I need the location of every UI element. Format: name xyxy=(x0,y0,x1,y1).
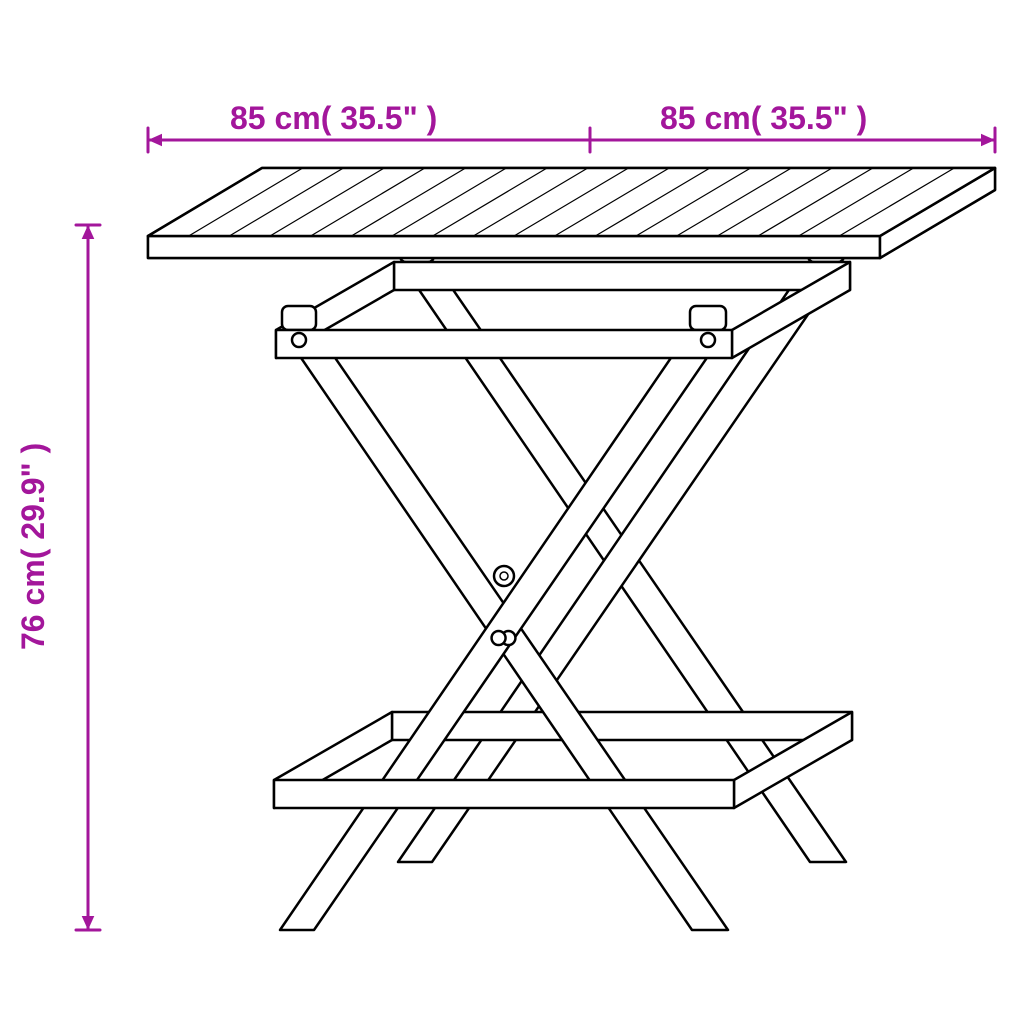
technical-drawing xyxy=(0,0,1024,1024)
dimension-depth-label: 85 cm( 35.5" ) xyxy=(660,100,867,137)
dimension-height-label: 76 cm( 29.9" ) xyxy=(15,443,52,650)
dimension-width-label: 85 cm( 35.5" ) xyxy=(230,100,437,137)
